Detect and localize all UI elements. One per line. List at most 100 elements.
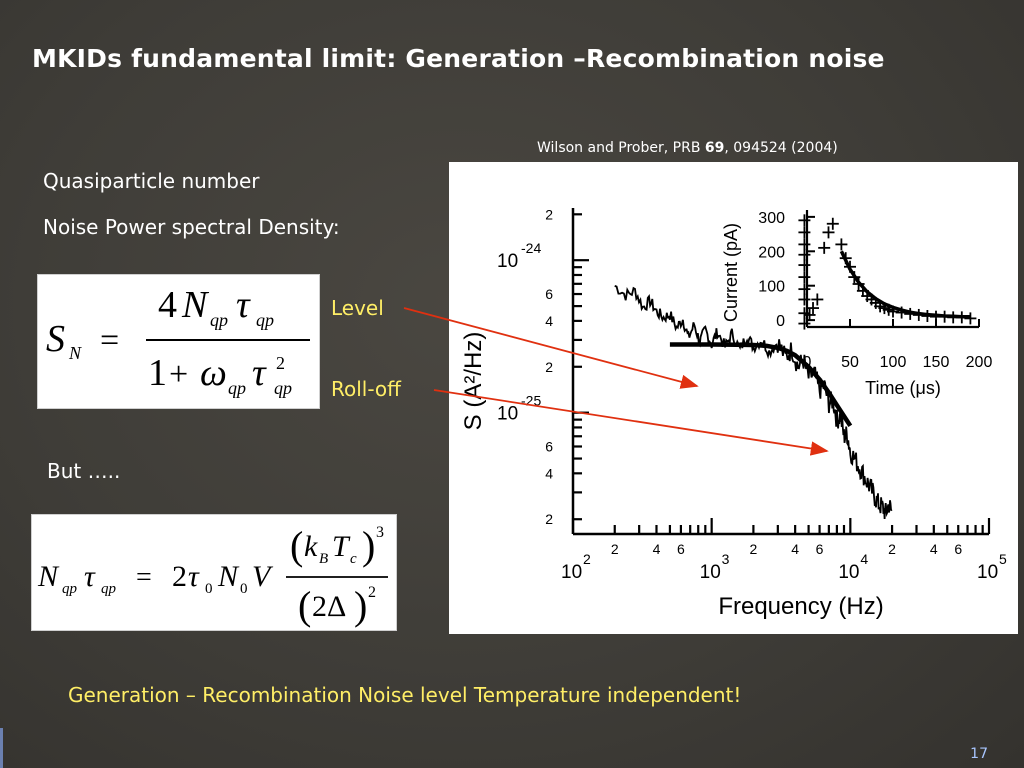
svg-text:qp: qp <box>62 581 78 597</box>
svg-text:3: 3 <box>376 524 384 541</box>
svg-text:N: N <box>68 343 82 363</box>
quasiparticle-number-label: Quasiparticle number <box>43 169 260 193</box>
inset-data-point <box>798 307 811 320</box>
svg-text:1: 1 <box>148 352 167 394</box>
inset-data-point <box>798 226 811 239</box>
x-tick-label: 6 <box>677 541 685 557</box>
y-tick-label: 2 <box>545 359 553 375</box>
svg-text:qp: qp <box>210 310 228 330</box>
inset-y-tick-label: 100 <box>758 279 785 296</box>
inset-y-tick-label: 200 <box>758 244 785 261</box>
svg-text:qp: qp <box>101 581 117 597</box>
svg-text:2Δ: 2Δ <box>312 590 346 623</box>
inset-x-tick-label: 200 <box>966 354 993 371</box>
y-tick-label-exponent: -24 <box>521 240 541 256</box>
chart-panel: 2 10 -24 6 4 2 10 -25 6 4 2 10 2 2 4 6 10 3 2 4 6 10 4 2 4 6 10 5 Fr… <box>449 162 1018 634</box>
svg-text:qp: qp <box>274 378 292 398</box>
x-tick-label: 4 <box>653 541 661 557</box>
svg-text:): ) <box>362 523 375 568</box>
svg-text:0: 0 <box>240 581 248 597</box>
slide-title: MKIDs fundamental limit: Generation –Rec… <box>32 44 885 73</box>
inset-data-point <box>818 241 831 254</box>
inset-data-point <box>798 238 811 251</box>
rolloff-annotation: Roll-off <box>331 377 401 401</box>
svg-text:N: N <box>217 560 240 593</box>
inset-data-point <box>798 248 811 261</box>
svg-text:2: 2 <box>368 584 376 601</box>
svg-text:4: 4 <box>158 284 177 326</box>
quasiparticle-product-equation-graphic: N qp τ qp = 2 τ 0 N 0 V ( k B T c ) 3 ( <box>37 523 388 628</box>
inset-fit-line <box>839 250 971 319</box>
inset-y-tick-label: 300 <box>758 210 785 227</box>
svg-text:c: c <box>350 551 357 567</box>
svg-text:τ: τ <box>236 284 251 326</box>
svg-text:B: B <box>319 551 328 567</box>
inset-data-point <box>807 302 820 315</box>
y-axis-title: S (A²/Hz) <box>460 332 487 431</box>
inset-x-tick-label: 0 <box>803 354 812 371</box>
svg-text:qp: qp <box>256 310 274 330</box>
svg-text:(: ( <box>298 583 311 628</box>
inset-data-point <box>822 226 835 239</box>
svg-text:τ: τ <box>188 560 200 593</box>
svg-text:T: T <box>332 530 351 563</box>
y-tick-label: 6 <box>545 286 553 302</box>
svg-text:ω: ω <box>200 352 227 394</box>
svg-text:τ: τ <box>84 560 96 593</box>
inset-x-tick-label: 100 <box>880 354 907 371</box>
y-tick-label: 10 <box>497 251 518 272</box>
inset-data-point <box>798 317 811 330</box>
svg-text:2: 2 <box>276 353 285 373</box>
inset-data-point <box>798 214 811 227</box>
level-annotation: Level <box>331 296 384 320</box>
y-tick-label: 4 <box>545 313 553 329</box>
citation-rest: , 094524 (2004) <box>724 140 838 156</box>
inset-data-point <box>798 293 811 306</box>
x-tick-label: 4 <box>791 541 799 557</box>
x-axis-title: Frequency (Hz) <box>718 593 883 620</box>
y-tick-label-exponent: -25 <box>521 393 541 409</box>
x-tick-label: 2 <box>611 541 619 557</box>
x-tick-label: 10 <box>561 562 582 583</box>
inset-x-tick-label: 50 <box>841 354 859 371</box>
inset-y-axis-title: Current (pA) <box>721 223 741 322</box>
inset-data-point <box>798 271 811 284</box>
citation-authors: Wilson and Prober, PRB <box>537 140 705 156</box>
citation-volume: 69 <box>704 140 725 156</box>
x-tick-label-exponent: 2 <box>583 551 591 567</box>
inset-data-point <box>811 293 824 306</box>
citation: Wilson and Prober, PRB 69, 094524 (2004) <box>537 140 838 156</box>
noise-psd-equation-graphic: S N = 4 N qp τ qp 1 + ω qp τ 2 qp <box>46 284 310 398</box>
x-tick-label: 6 <box>954 541 962 557</box>
svg-text:N: N <box>181 284 210 326</box>
y-tick-label: 6 <box>545 438 553 454</box>
svg-text:V: V <box>252 560 274 593</box>
x-tick-label-exponent: 3 <box>722 551 730 567</box>
conclusion-text: Generation – Recombination Noise level T… <box>68 683 742 707</box>
inset-data-point <box>826 217 839 230</box>
svg-text:): ) <box>354 583 367 628</box>
svg-text:+: + <box>169 356 188 393</box>
svg-text:τ: τ <box>252 352 267 394</box>
x-tick-label: 10 <box>700 562 721 583</box>
svg-text:S: S <box>46 318 65 360</box>
y-tick-label: 10 <box>497 404 518 425</box>
page-number: 17 <box>970 746 988 762</box>
fit-line <box>669 342 853 428</box>
svg-text:qp: qp <box>228 378 246 398</box>
but-text: But ….. <box>47 459 121 483</box>
x-tick-label: 10 <box>977 562 998 583</box>
x-tick-label: 4 <box>930 541 938 557</box>
inset-x-tick-label: 150 <box>923 354 950 371</box>
inset-y-tick-label: 0 <box>776 313 785 330</box>
x-tick-label: 2 <box>888 541 896 557</box>
x-tick-label: 6 <box>816 541 824 557</box>
svg-text:(: ( <box>290 523 303 568</box>
inset-data-point <box>803 308 816 321</box>
svg-text:0: 0 <box>205 581 213 597</box>
inset-axes <box>805 210 980 329</box>
inset-x-axis-title: Time (μs) <box>865 378 941 398</box>
